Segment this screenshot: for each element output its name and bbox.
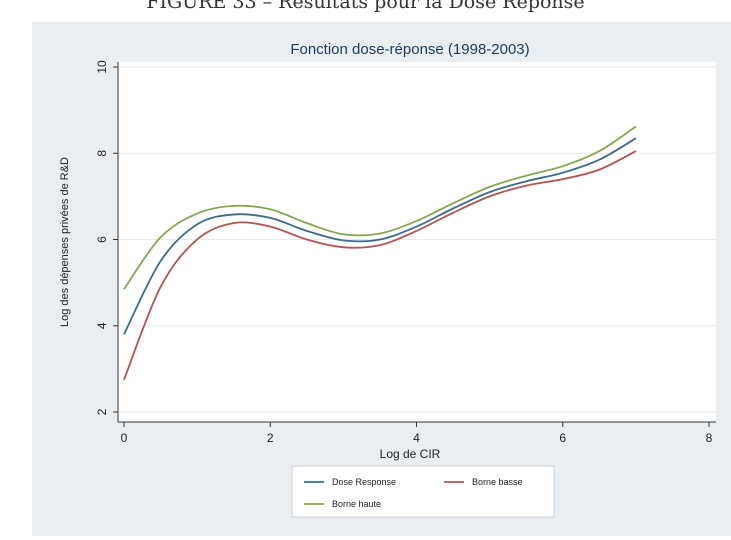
x-tick-label-1: 2 bbox=[267, 431, 274, 445]
x-tick-label-3: 6 bbox=[559, 431, 566, 445]
y-tick-label-2: 6 bbox=[95, 236, 109, 243]
ticks: 0 2 4 6 8 2 4 6 8 10 bbox=[95, 60, 713, 445]
legend: Dose Response Borne basse Borne haute bbox=[291, 465, 555, 518]
chart-panel: 0 2 4 6 8 2 4 6 8 10 Fonction dose-réponse (1998-… bbox=[32, 22, 731, 536]
legend-box bbox=[291, 465, 555, 518]
y-axis-label: Log des dépenses privées de R&D bbox=[59, 157, 71, 327]
legend-label-borne-basse: Borne basse bbox=[472, 477, 523, 487]
plot-area bbox=[118, 62, 716, 422]
y-tick-label-4: 10 bbox=[95, 60, 109, 74]
x-tick-label-0: 0 bbox=[121, 431, 128, 445]
x-axis-label: Log de CIR bbox=[380, 447, 441, 461]
x-tick-label-2: 4 bbox=[413, 431, 420, 445]
legend-label-dose-response: Dose Response bbox=[332, 477, 396, 487]
chart-svg: 0 2 4 6 8 2 4 6 8 10 Fonction dose-réponse (1998-… bbox=[59, 41, 716, 518]
chart-title: Fonction dose-réponse (1998-2003) bbox=[290, 41, 529, 58]
legend-label-borne-haute: Borne haute bbox=[332, 499, 381, 509]
series-lines bbox=[123, 125, 637, 381]
x-tick-label-4: 8 bbox=[706, 431, 713, 445]
figure-caption: FIGURE 33 – Résultats pour la Dose Répon… bbox=[0, 0, 731, 22]
y-tick-label-0: 2 bbox=[95, 408, 109, 415]
y-tick-label-1: 4 bbox=[95, 322, 109, 329]
y-tick-label-3: 8 bbox=[95, 150, 109, 157]
series-line-borne-haute bbox=[123, 125, 637, 290]
series-line-dose-response bbox=[123, 137, 637, 335]
figure-caption-text: FIGURE 33 – Résultats pour la Dose Répon… bbox=[146, 0, 585, 13]
series-line-borne-basse bbox=[123, 150, 637, 381]
grid-lines bbox=[118, 66, 716, 413]
